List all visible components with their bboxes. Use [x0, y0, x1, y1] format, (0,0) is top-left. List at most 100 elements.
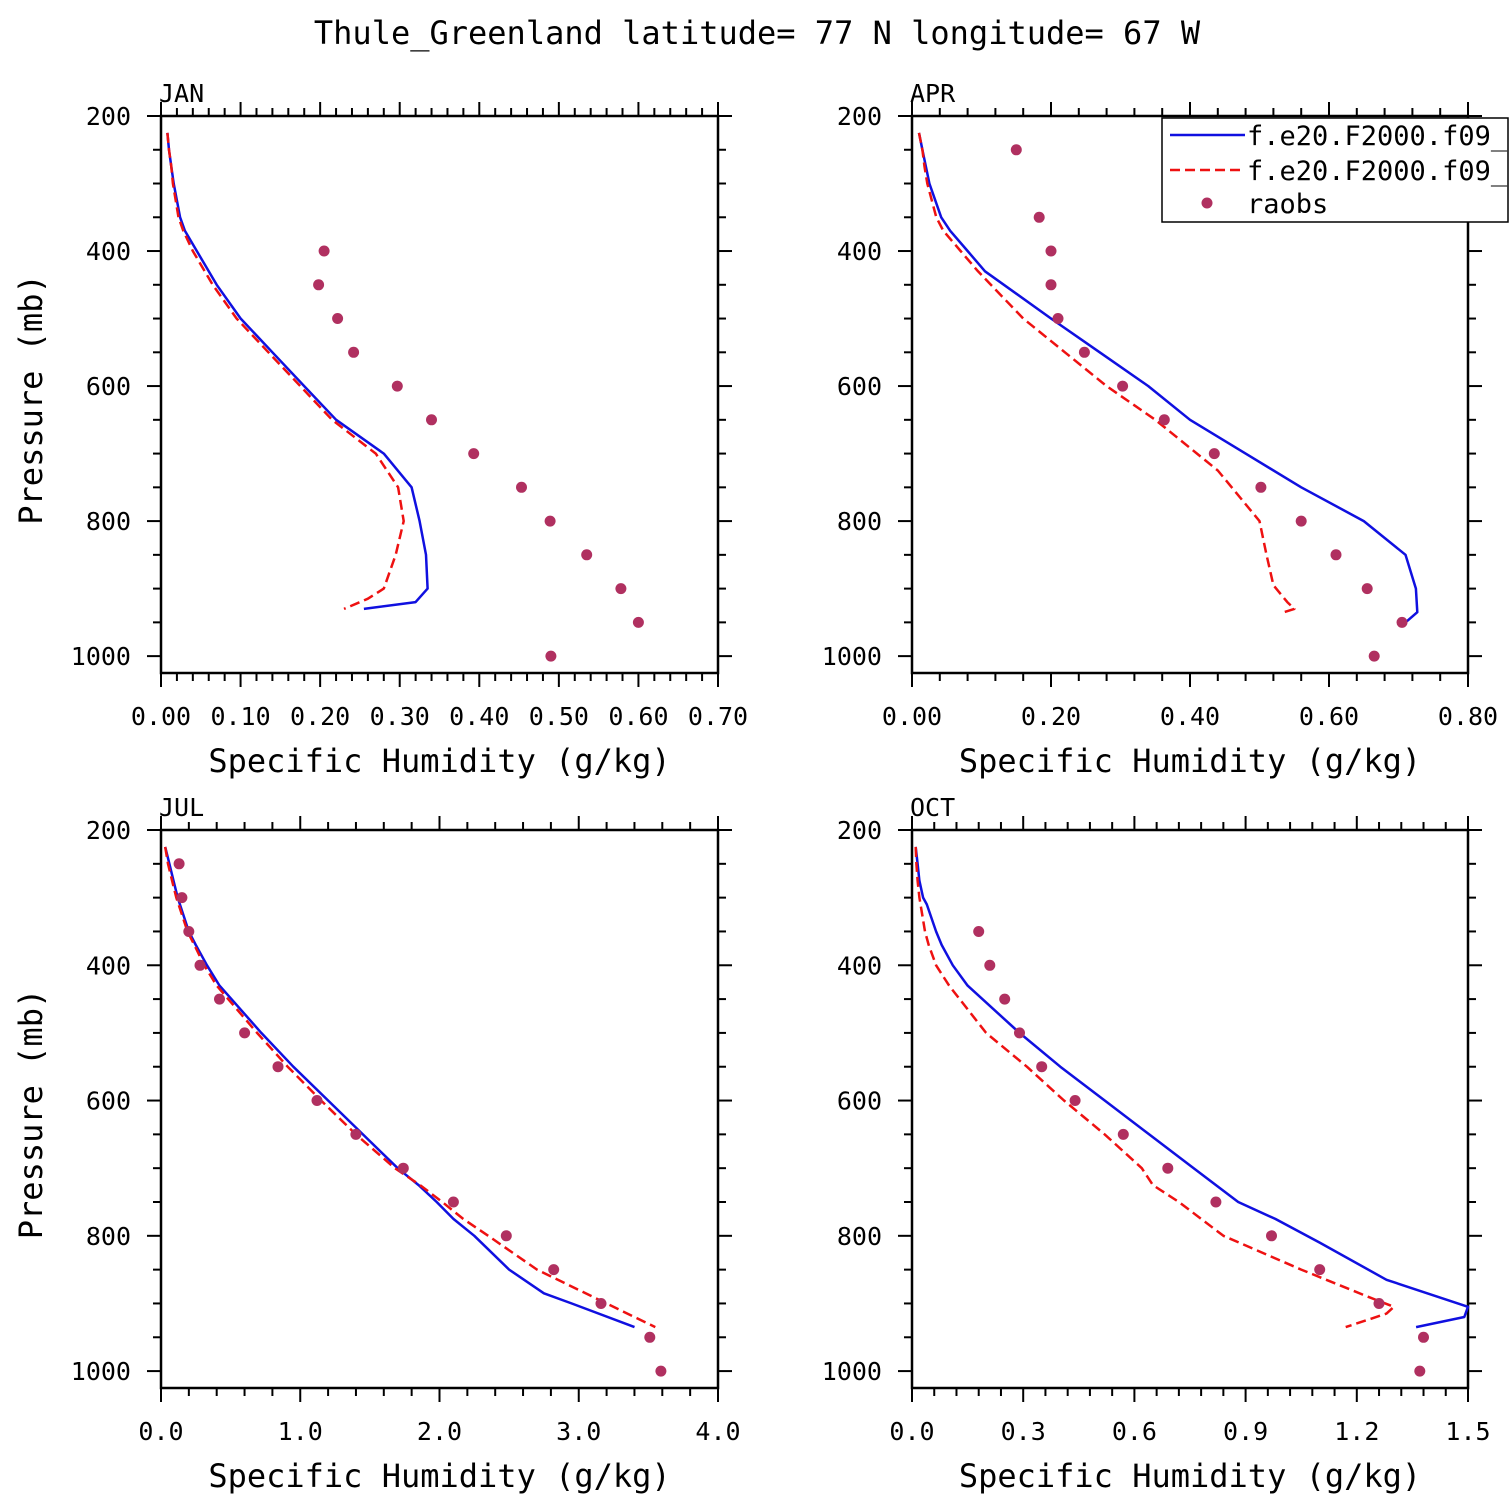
- panels-group: JAN 0.00 0.10 0.20 0.30 0.40 0.50 0.60 0.70 200 40…: [12, 79, 1498, 1495]
- raobs-point: [581, 549, 593, 561]
- x-tick-label: 0.9: [1223, 1417, 1268, 1446]
- y-tick-label: 800: [86, 1222, 131, 1251]
- raobs-point: [545, 650, 557, 662]
- y-tick-label: 800: [837, 1222, 882, 1251]
- y-tick-label: 1000: [822, 642, 882, 671]
- x-tick-label: 0.80: [1438, 702, 1498, 731]
- x-tick-label: 2.0: [417, 1417, 462, 1446]
- y-tick-label: 400: [837, 951, 882, 980]
- panel-oct: OCT 0.0 0.3 0.6 0.9 1.2 1.5 200 400 600 800 1000 Spe…: [822, 793, 1491, 1495]
- raobs-point: [1314, 1264, 1326, 1276]
- raobs-point: [318, 245, 330, 257]
- raobs-point: [999, 993, 1011, 1005]
- x-tick-label: 3.0: [556, 1417, 601, 1446]
- panel-apr: APR 0.00 0.20 0.40 0.60 0.80 200 400 600 800 1000 S…: [822, 79, 1498, 780]
- raobs-point: [332, 313, 344, 324]
- raobs-point: [1117, 1128, 1129, 1140]
- x-tick-label: 0.60: [608, 702, 668, 731]
- raobs-point: [391, 380, 403, 392]
- raobs-point: [426, 414, 437, 426]
- x-axis-label: Specific Humidity (g/kg): [208, 742, 670, 780]
- raobs-point: [350, 1128, 362, 1140]
- x-tick-label: 0.00: [882, 702, 942, 731]
- raobs-point: [311, 1095, 323, 1106]
- raobs-point: [1361, 583, 1373, 595]
- raobs-point: [1045, 245, 1057, 257]
- x-tick-label: 0.3: [1001, 1417, 1046, 1446]
- raobs-point: [984, 959, 996, 971]
- raobs-point: [1414, 1365, 1426, 1377]
- y-tick-label: 600: [837, 1087, 882, 1116]
- raobs-point: [1045, 279, 1057, 291]
- raobs-point: [1368, 650, 1380, 662]
- x-tick-label: 1.0: [278, 1417, 323, 1446]
- x-tick-label: 1.5: [1445, 1417, 1490, 1446]
- raobs-point: [1117, 380, 1129, 392]
- y-tick-label: 200: [837, 102, 882, 131]
- raobs-point: [1208, 448, 1220, 460]
- raobs-point: [1330, 549, 1342, 561]
- y-tick-label: 600: [86, 372, 131, 401]
- raobs-point: [1418, 1331, 1429, 1343]
- y-tick-label: 400: [837, 237, 882, 266]
- panel-title: OCT: [910, 793, 955, 822]
- raobs-point: [1266, 1230, 1277, 1242]
- x-tick-label: 0.0: [138, 1417, 183, 1446]
- x-tick-label: 0.70: [688, 702, 748, 731]
- raobs-point: [1295, 515, 1307, 527]
- raobs-point: [1069, 1095, 1081, 1106]
- series-line-dashed: [166, 132, 405, 611]
- raobs-point: [1396, 616, 1408, 628]
- series-line-solid: [914, 846, 1470, 1329]
- legend-label-dashed: f.e20.F2000.f09_: [1247, 156, 1508, 187]
- y-tick-label: 200: [86, 816, 131, 845]
- raobs-point: [397, 1162, 409, 1174]
- y-tick-label: 1000: [71, 642, 131, 671]
- raobs-point: [272, 1061, 284, 1073]
- x-tick-label: 0.40: [449, 702, 509, 731]
- raobs-point: [548, 1264, 560, 1276]
- plot-frame: [910, 828, 1470, 1390]
- y-tick-label: 800: [837, 507, 882, 536]
- x-axis-label: Specific Humidity (g/kg): [959, 1457, 1421, 1495]
- raobs-point: [183, 926, 195, 937]
- x-tick-label: 0.30: [370, 702, 430, 731]
- legend-dot-swatch: [1201, 197, 1213, 209]
- x-tick-label: 0.40: [1160, 702, 1220, 731]
- x-tick-label: 4.0: [695, 1417, 740, 1446]
- raobs-point: [644, 1331, 656, 1343]
- y-tick-label: 600: [86, 1087, 131, 1116]
- panel-jul: JUL 0.0 1.0 2.0 3.0 4.0 200 400 600 800 1000 Specif…: [12, 793, 741, 1495]
- x-tick-label: 0.50: [529, 702, 589, 731]
- raobs-point: [632, 616, 644, 628]
- raobs-point: [500, 1230, 512, 1242]
- raobs-point: [595, 1298, 607, 1309]
- y-tick-label: 200: [837, 816, 882, 845]
- x-tick-label: 0.6: [1112, 1417, 1157, 1446]
- raobs-point: [313, 279, 325, 291]
- y-tick-label: 400: [86, 237, 131, 266]
- raobs-point: [1158, 414, 1170, 426]
- raobs-point: [1210, 1196, 1222, 1208]
- x-axis-label: Specific Humidity (g/kg): [959, 742, 1421, 780]
- x-tick-label: 1.2: [1334, 1417, 1379, 1446]
- legend-label-raobs: raobs: [1247, 189, 1328, 220]
- raobs-point: [194, 959, 206, 971]
- x-tick-label: 0.60: [1299, 702, 1359, 731]
- y-tick-label: 1000: [822, 1357, 882, 1386]
- y-tick-label: 1000: [71, 1357, 131, 1386]
- raobs-point: [1162, 1162, 1174, 1174]
- y-tick-label: 400: [86, 951, 131, 980]
- raobs-point: [1373, 1298, 1385, 1309]
- x-tick-label: 0.10: [210, 702, 270, 731]
- raobs-point: [1078, 346, 1090, 358]
- raobs-point: [615, 583, 627, 595]
- series-line-dashed: [917, 132, 1296, 614]
- raobs-point: [655, 1365, 667, 1377]
- panel-title: APR: [910, 79, 956, 108]
- panel-title: JAN: [159, 79, 204, 108]
- raobs-point: [173, 858, 185, 870]
- series-line-dashed: [163, 846, 656, 1329]
- x-axis-label: Specific Humidity (g/kg): [208, 1457, 670, 1495]
